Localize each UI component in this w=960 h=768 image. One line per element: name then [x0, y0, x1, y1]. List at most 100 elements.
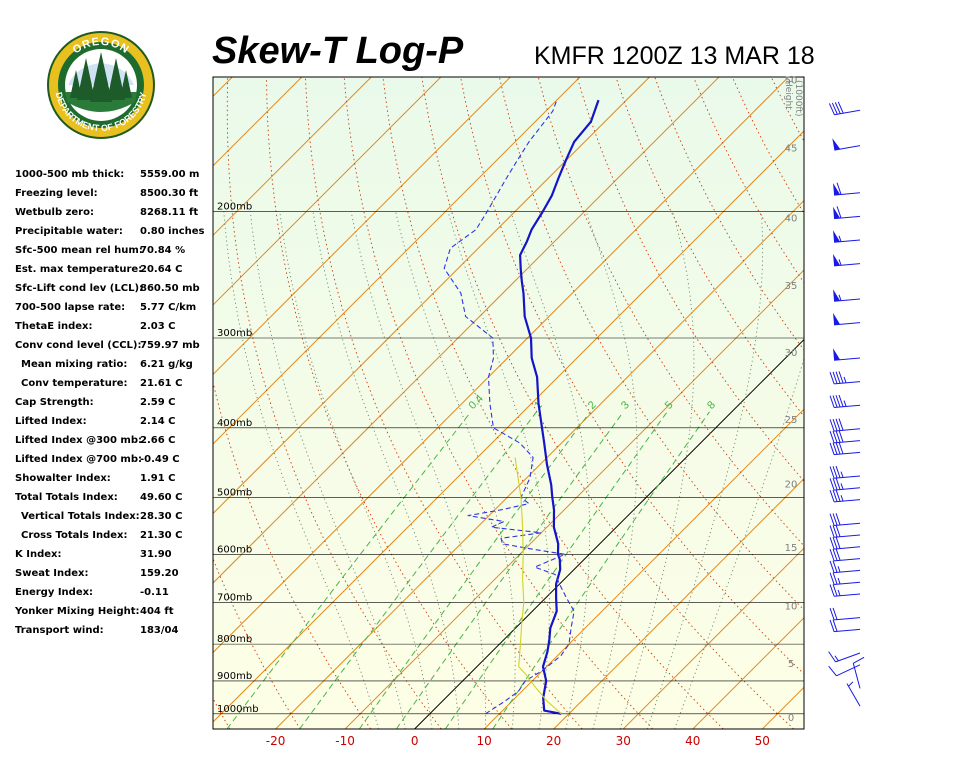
isotherm — [213, 77, 581, 445]
wind-barb — [829, 548, 861, 562]
stat-value: 8268.11 ft — [140, 207, 199, 218]
stat-label: Precipitable water: — [15, 226, 123, 237]
isotherm — [344, 269, 804, 729]
wind-barb — [828, 664, 861, 677]
stat-row: Cap Strength: 2.59 C — [15, 397, 215, 416]
plot-frame — [212, 76, 805, 730]
mixing-ratio-line — [395, 411, 624, 729]
wind-barb — [829, 607, 861, 621]
x-tick-label: -20 — [266, 734, 286, 748]
dry-adiabat — [537, 77, 804, 547]
stat-row: Sfc-500 mean rel hum: 70.84 % — [15, 245, 215, 264]
stat-value: 183/04 — [140, 625, 179, 636]
wind-barb — [852, 656, 865, 689]
stat-value: 404 ft — [140, 606, 174, 617]
stat-row: Conv temperature: 21.61 C — [15, 378, 215, 397]
plot-area: 0.4 1 2 3 5 8 — [0, 77, 960, 729]
stat-value: 5.77 C/km — [140, 302, 197, 313]
stat-row: Wetbulb zero: 8268.11 ft — [15, 207, 215, 226]
pressure-label: 900mb — [217, 671, 252, 682]
zero-isotherm — [414, 338, 804, 729]
stat-label: ThetaE index: — [15, 321, 93, 332]
stat-row: Showalter Index: 1.91 C — [15, 473, 215, 492]
isotherm — [0, 77, 93, 729]
isotherm — [692, 617, 804, 729]
stat-row: Freezing level: 8500.30 ft — [15, 188, 215, 207]
pressure-label: 200mb — [217, 201, 252, 212]
height-label: 40 — [785, 214, 798, 225]
stat-row: K Index: 31.90 — [15, 549, 215, 568]
height-label: 15 — [785, 543, 798, 554]
wind-barb — [829, 418, 861, 432]
stat-label: Mean mixing ratio: — [21, 359, 128, 370]
stat-row: Transport wind: 183/04 — [15, 625, 215, 644]
wind-barb — [829, 394, 861, 408]
wind-barb — [833, 312, 861, 326]
stat-row: Vertical Totals Index: 28.30 C — [15, 511, 215, 530]
isotherm — [275, 199, 804, 729]
stat-label: K Index: — [15, 549, 62, 560]
height-axis-label: Height — [783, 80, 793, 110]
wind-profile — [828, 101, 865, 707]
stat-value: 21.30 C — [140, 530, 183, 541]
x-tick-label: 0 — [411, 734, 419, 748]
stat-value: 31.90 — [140, 549, 172, 560]
stat-row: 700-500 lapse rate: 5.77 C/km — [15, 302, 215, 321]
isotherm — [213, 77, 720, 584]
parcel-profile — [514, 457, 562, 715]
wind-barb — [829, 465, 861, 479]
height-label: 30 — [785, 348, 798, 359]
isotherm — [622, 547, 804, 729]
stat-value: 759.97 mb — [140, 340, 200, 351]
stat-label: Transport wind: — [15, 625, 104, 636]
x-tick-label: 30 — [616, 734, 631, 748]
stat-row: 1000-500 mb thick: 5559.00 m — [15, 169, 215, 188]
mixing-ratio-line — [358, 411, 591, 729]
height-label: 25 — [785, 415, 798, 426]
moist-adiabat — [585, 211, 638, 729]
height-label: 20 — [785, 479, 798, 490]
stat-label: Lifted Index @300 mb: — [15, 435, 142, 446]
wind-barb — [829, 560, 861, 574]
mixing-ratio-line — [226, 411, 472, 729]
wind-barb — [833, 348, 861, 361]
wind-barb — [829, 572, 861, 585]
stat-row: Mean mixing ratio: 6.21 g/kg — [15, 359, 215, 378]
pressure-label: 600mb — [217, 544, 252, 555]
wind-barb — [829, 513, 861, 526]
stat-label: Freezing level: — [15, 188, 98, 199]
moist-adiabat — [223, 211, 379, 729]
isotherm — [213, 77, 233, 98]
isotherm — [0, 77, 24, 729]
isotherm — [832, 77, 960, 729]
dewpoint-profile — [443, 99, 575, 715]
wind-barb — [829, 477, 861, 491]
wind-barb — [832, 138, 861, 151]
stat-label: Lifted Index: — [15, 416, 87, 427]
pressure-label: 300mb — [217, 328, 252, 339]
wind-barb — [829, 536, 861, 550]
stat-value: 20.64 C — [140, 264, 183, 275]
wind-barb — [829, 442, 861, 456]
stat-row: Lifted Index @700 mb: -0.49 C — [15, 454, 215, 473]
stat-label: Lifted Index @700 mb: — [15, 454, 142, 465]
stat-value: 2.14 C — [140, 416, 176, 427]
wind-barb — [829, 371, 861, 385]
stat-value: 49.60 C — [140, 492, 183, 503]
moist-adiabat — [619, 211, 695, 729]
stat-label: Total Totals Index: — [15, 492, 118, 503]
stat-row: Lifted Index: 2.14 C — [15, 416, 215, 435]
wind-barb — [833, 230, 861, 243]
stat-label: Showalter Index: — [15, 473, 111, 484]
station-time-label: KMFR 1200Z 13 MAR 18 — [534, 42, 815, 70]
stat-row: Sweat Index: 159.20 — [15, 568, 215, 587]
x-tick-label: -10 — [335, 734, 355, 748]
x-tick-label: 20 — [546, 734, 561, 748]
stat-row: Total Totals Index: 49.60 C — [15, 492, 215, 511]
height-label: 35 — [785, 281, 798, 292]
stat-label: Sweat Index: — [15, 568, 89, 579]
dry-adiabat — [654, 77, 804, 351]
stat-row: Conv cond level (CCL): 759.97 mb — [15, 340, 215, 359]
stat-value: 2.03 C — [140, 321, 176, 332]
